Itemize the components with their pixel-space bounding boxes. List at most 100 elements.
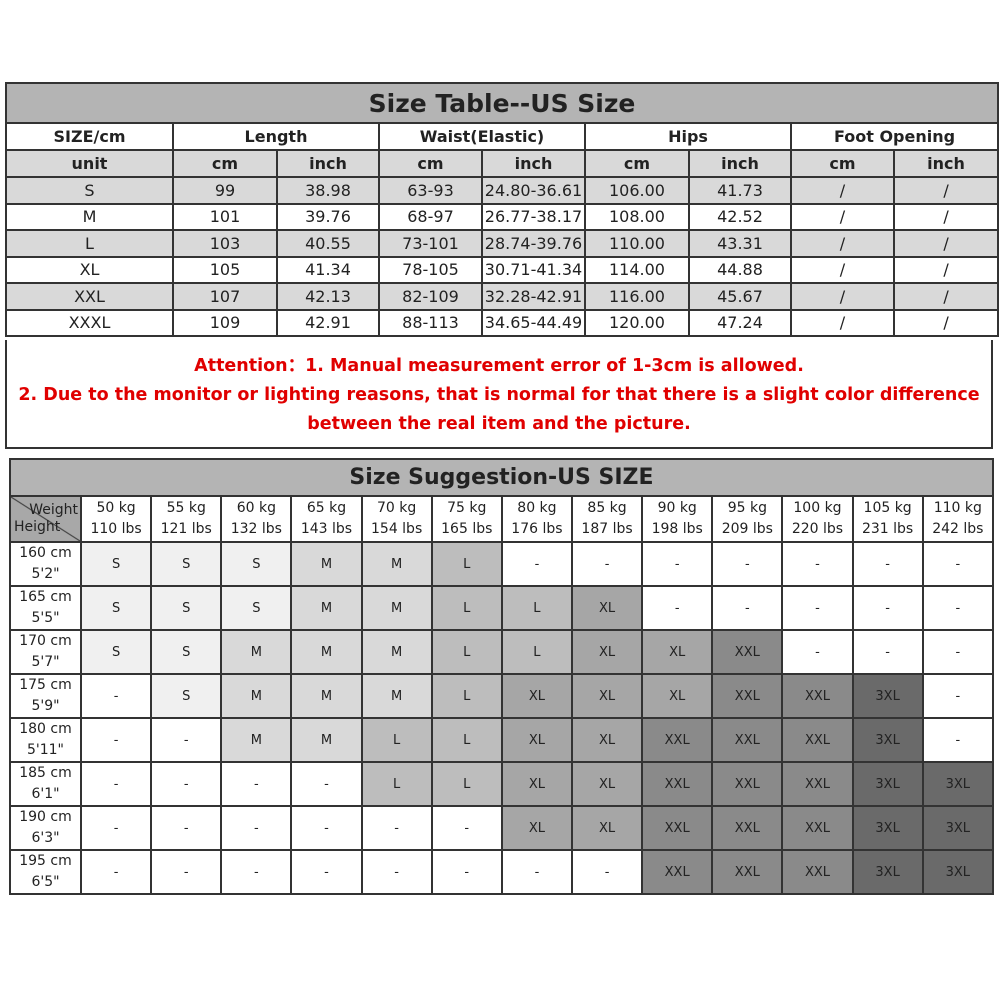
suggested-size-cell: XL [570, 629, 644, 675]
measurement-cell: 101 [172, 202, 278, 231]
measurement-cell: 82-109 [378, 282, 483, 311]
weight-lbs: 165 lbs [441, 521, 493, 537]
size-suggestion-table: Size Suggestion-US SIZE Weight Height 50… [9, 458, 994, 895]
measurement-cell: 41.73 [688, 176, 792, 205]
measurement-cell: 105 [172, 255, 278, 284]
suggested-size-cell: XL [500, 673, 573, 719]
height-ft: 6'5" [31, 874, 60, 890]
measurement-cell: 42.52 [688, 202, 792, 231]
suggested-size-cell: - [570, 541, 644, 587]
suggested-size-cell: 3XL [851, 805, 924, 851]
suggested-size-cell: S [79, 541, 153, 587]
suggested-size-cell: S [150, 541, 223, 587]
height-row: 165 cm 5'5" S S S M M L L XL - - - - - [9, 585, 994, 631]
size-table-header-measurements: SIZE/cm Length Waist(Elastic) Hips Foot … [5, 122, 1000, 151]
suggested-size-cell: - [430, 805, 503, 851]
suggested-size-cell: S [150, 585, 223, 631]
suggested-size-cell: - [781, 629, 854, 675]
suggested-size-cell: - [781, 585, 854, 631]
suggested-size-cell: - [711, 585, 784, 631]
measurement-cell: / [892, 308, 1000, 337]
header-cell: Length [172, 122, 380, 151]
height-row: 180 cm 5'11" - - M M L L XL XL XXL XXL XXL 3XL - [9, 717, 994, 763]
corner-weight-label: Weight [29, 502, 78, 518]
suggested-size-cell: - [921, 629, 994, 675]
suggested-size-cell: - [360, 849, 433, 895]
height-row: 170 cm 5'7" S S M M M L L XL XL XXL - - - [9, 629, 994, 675]
measurement-cell: 99 [172, 176, 278, 205]
height-row: 185 cm 6'1" - - - - L L XL XL XXL XXL XXL 3XL 3XL [9, 761, 994, 807]
height-cell: 180 cm 5'11" [9, 717, 82, 763]
weight-kg: 85 kg [587, 500, 627, 516]
measurement-cell: / [790, 255, 895, 284]
suggested-size-cell: - [851, 629, 924, 675]
height-ft: 5'9" [31, 698, 60, 714]
measurement-cell: / [790, 282, 895, 311]
suggested-size-cell: S [79, 629, 153, 675]
height-cell: 195 cm 6'5" [9, 849, 82, 895]
unit-cell: inch [481, 149, 586, 178]
suggested-size-cell: - [79, 805, 153, 851]
suggested-size-cell: - [79, 673, 153, 719]
weight-lbs: 198 lbs [651, 521, 703, 537]
header-cell: Hips [584, 122, 792, 151]
weight-header-cell: 105 kg 231 lbs [851, 495, 924, 543]
weight-header-cell: 85 kg 187 lbs [570, 495, 644, 543]
suggested-size-cell: S [79, 585, 153, 631]
measurement-cell: 32.28-42.91 [481, 282, 586, 311]
size-row: S 99 38.98 63-93 24.80-36.61 106.00 41.73// [5, 176, 1000, 205]
suggested-size-cell: L [430, 673, 503, 719]
measurement-cell: / [892, 202, 1000, 231]
measurement-cell: 63-93 [378, 176, 483, 205]
unit-cell: cm [172, 149, 278, 178]
suggested-size-cell: XXL [711, 673, 784, 719]
suggested-size-cell: - [781, 541, 854, 587]
measurement-cell: 116.00 [584, 282, 690, 311]
suggested-size-cell: - [220, 849, 293, 895]
suggested-size-cell: - [500, 849, 573, 895]
suggested-size-cell: XL [641, 629, 714, 675]
weight-lbs: 209 lbs [721, 521, 773, 537]
weight-kg: 100 kg [793, 500, 842, 516]
weight-header-cell: 50 kg 110 lbs [79, 495, 153, 543]
size-row: M 101 39.76 68-97 26.77-38.17 108.00 42.52// [5, 202, 1000, 231]
size-row: L 103 40.55 73-101 28.74-39.76 110.00 43.31// [5, 229, 1000, 258]
weight-header-cell: 65 kg 143 lbs [290, 495, 363, 543]
measurement-cell: 28.74-39.76 [481, 229, 586, 258]
weight-kg: 90 kg [657, 500, 697, 516]
suggested-size-cell: XXL [711, 629, 784, 675]
unit-cell: cm [378, 149, 483, 178]
weight-lbs: 242 lbs [932, 521, 984, 537]
measurement-cell: 103 [172, 229, 278, 258]
weight-kg: 55 kg [166, 500, 206, 516]
measurement-cell: / [790, 308, 895, 337]
suggested-size-cell: XXL [641, 761, 714, 807]
suggested-size-cell: - [220, 761, 293, 807]
weight-header-cell: 110 kg 242 lbs [921, 495, 994, 543]
weight-lbs: 121 lbs [160, 521, 212, 537]
suggested-size-cell: - [851, 541, 924, 587]
height-cell: 190 cm 6'3" [9, 805, 82, 851]
measurement-cell: 45.67 [688, 282, 792, 311]
suggested-size-cell: M [220, 629, 293, 675]
header-cell: SIZE/cm [5, 122, 174, 151]
measurement-cell: 47.24 [688, 308, 792, 337]
suggested-size-cell: XXL [781, 717, 854, 763]
weight-lbs: 220 lbs [791, 521, 844, 537]
height-cm: 190 cm [19, 809, 72, 825]
weight-lbs: 176 lbs [511, 521, 563, 537]
suggested-size-cell: XL [570, 805, 644, 851]
suggested-size-cell: XL [570, 761, 644, 807]
suggested-size-cell: L [360, 717, 433, 763]
suggested-size-cell: M [360, 541, 433, 587]
suggested-size-cell: - [921, 673, 994, 719]
measurement-cell: / [892, 282, 1000, 311]
height-cm: 170 cm [19, 633, 72, 649]
measurement-cell: 106.00 [584, 176, 690, 205]
suggested-size-cell: 3XL [851, 849, 924, 895]
suggested-size-cell: 3XL [851, 717, 924, 763]
suggested-size-cell: - [430, 849, 503, 895]
measurement-cell: / [790, 202, 895, 231]
weight-lbs: 132 lbs [230, 521, 282, 537]
suggested-size-cell: L [430, 629, 503, 675]
